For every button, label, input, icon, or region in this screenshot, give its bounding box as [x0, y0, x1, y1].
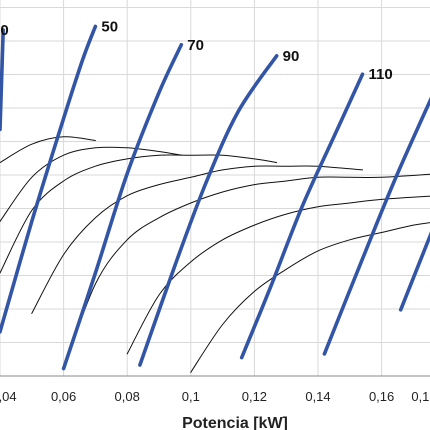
series-label: 50	[101, 18, 118, 35]
series-label: 70	[187, 37, 204, 54]
series-line-blue	[61, 43, 184, 371]
x-tick-label: 0,16	[369, 389, 394, 404]
series-label: 30	[0, 22, 9, 39]
x-tick-label: 0,08	[115, 389, 140, 404]
series-line-black	[31, 165, 363, 314]
series-line-black	[63, 173, 430, 370]
x-tick-label: 0,14	[305, 389, 330, 404]
labels: 0,06 0,08 0,1 0,12 0,14 0,16 0,04 0,18 30 50 70 90 1…	[0, 18, 430, 404]
series-line-blue	[398, 231, 430, 312]
series-line-blue	[138, 54, 279, 367]
series-line-blue	[322, 96, 430, 356]
series-line-black	[0, 136, 96, 164]
series-line-blue	[239, 72, 365, 360]
x-tick-label: 0,1	[182, 389, 200, 404]
series-label: 90	[283, 48, 300, 65]
x-tick-label-partial: 0,18	[411, 389, 430, 404]
series	[0, 24, 430, 373]
grid	[0, 0, 430, 377]
x-axis-title: Potencia [kW]	[182, 415, 288, 430]
series-line-black	[0, 154, 278, 274]
series-line-blue	[0, 28, 5, 132]
series-line-blue	[0, 24, 98, 334]
x-tick-label: 0,06	[51, 389, 76, 404]
series-line-black	[190, 222, 430, 373]
series-label: 110	[369, 66, 393, 83]
series-line-black	[0, 146, 182, 222]
x-tick-label: 0,12	[242, 389, 267, 404]
x-tick-label-partial: 0,04	[0, 389, 17, 404]
